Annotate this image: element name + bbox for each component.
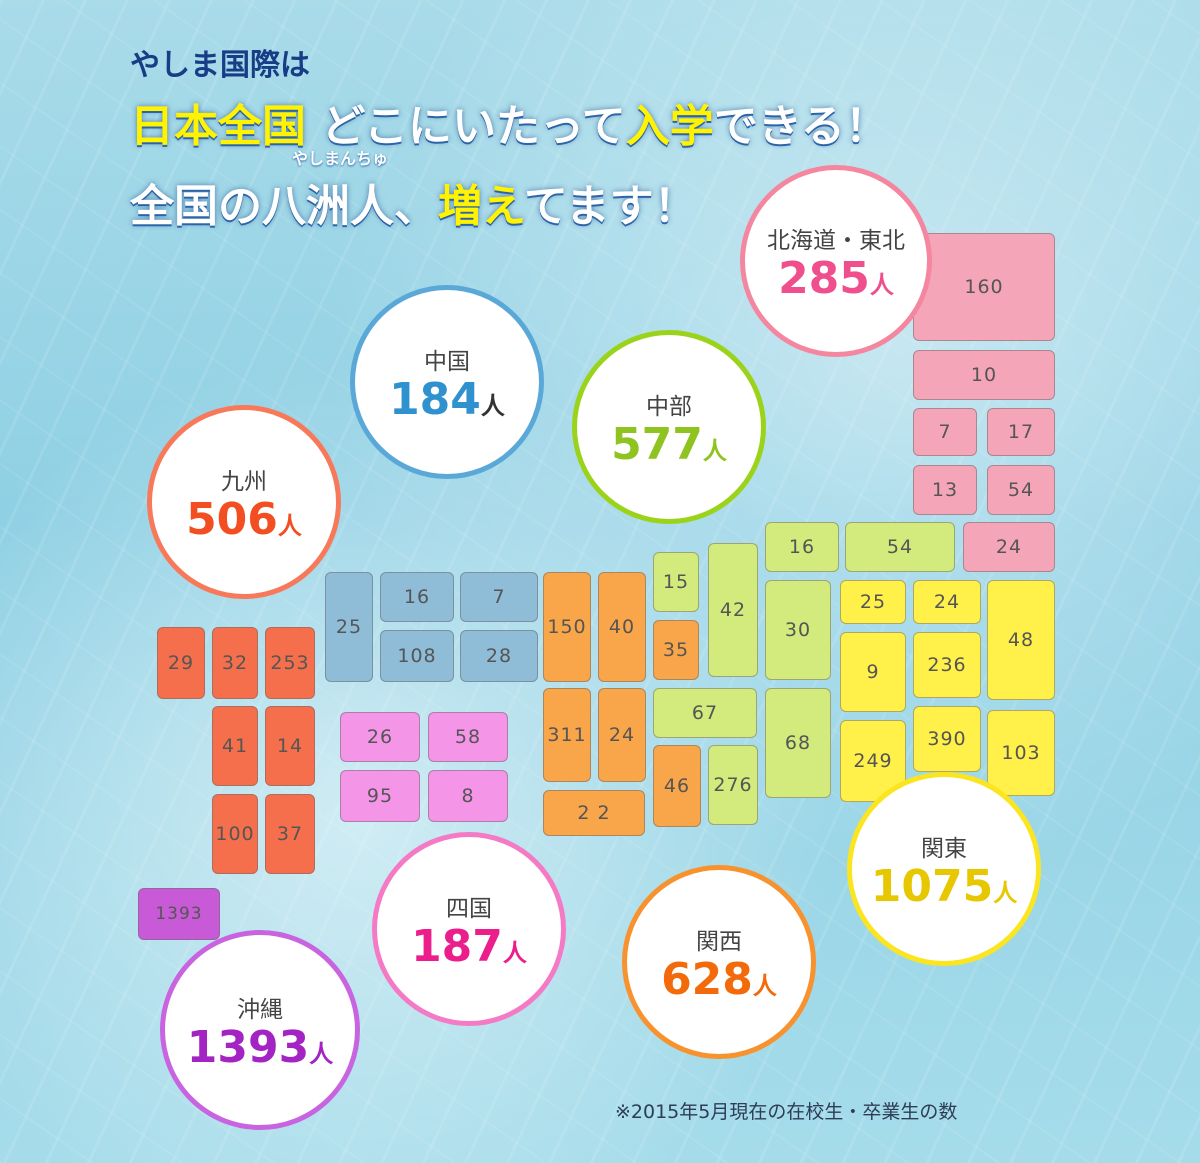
- prefecture-tile-shikoku: 8: [428, 770, 508, 822]
- region-name: 沖縄: [237, 997, 283, 1023]
- prefecture-tile-kanto: 9: [840, 632, 906, 712]
- prefecture-tile-kyushu: 41: [212, 706, 258, 786]
- prefecture-tile-chugoku: 25: [325, 572, 373, 682]
- region-total-number: 506: [186, 494, 278, 545]
- prefecture-tile-hokkaido_tohoku: 10: [913, 350, 1055, 400]
- region-total-unit: 人: [277, 512, 302, 540]
- headline-ruby: やしまんちゅ: [292, 149, 389, 168]
- prefecture-tile-kansai: 150: [543, 572, 591, 682]
- region-name: 四国: [446, 896, 492, 922]
- region-total: 577人: [611, 423, 727, 467]
- prefecture-tile-kyushu: 253: [265, 627, 315, 699]
- headline-nationwide: 日本全国: [130, 101, 306, 152]
- region-total-number: 1075: [870, 861, 994, 912]
- region-bubble-kanto: 関東 1075人: [847, 772, 1041, 966]
- region-total-number: 577: [611, 419, 703, 470]
- region-bubble-hokkaido_tohoku: 北海道・東北 285人: [740, 165, 932, 357]
- prefecture-tile-chubu: 15: [653, 552, 699, 612]
- region-total: 187人: [411, 925, 527, 969]
- headline-yashimanchu: 全国の八洲人、: [130, 181, 438, 232]
- footnote: ※2015年5月現在の在校生・卒業生の数: [615, 1101, 958, 1123]
- region-total-number: 187: [411, 921, 503, 972]
- region-bubble-kansai: 関西 628人: [622, 865, 816, 1059]
- headline-anywhere: どこにいたって: [306, 101, 626, 152]
- headline-line2: 日本全国 どこにいたって入学できる！: [130, 90, 889, 154]
- prefecture-tile-hokkaido_tohoku: 17: [987, 408, 1055, 456]
- region-name: 関東: [921, 836, 967, 862]
- prefecture-tile-kyushu: 32: [212, 627, 258, 699]
- region-total-unit: 人: [752, 972, 777, 1000]
- region-total: 1393人: [187, 1026, 333, 1070]
- prefecture-tile-chugoku: 28: [460, 630, 538, 682]
- prefecture-tile-shikoku: 95: [340, 770, 420, 822]
- prefecture-tile-chubu: 54: [845, 522, 955, 572]
- region-total: 628人: [661, 958, 777, 1002]
- headline-line3: 全国の八洲人、増えてます！: [130, 170, 698, 234]
- prefecture-tile-hokkaido_tohoku: 54: [987, 465, 1055, 515]
- region-total: 184人: [389, 378, 505, 422]
- prefecture-tile-okinawa: 1393: [138, 888, 220, 940]
- prefecture-tile-kansai: 2 2: [543, 790, 645, 836]
- prefecture-tile-kansai: 46: [653, 745, 701, 827]
- prefecture-tile-chubu: 68: [765, 688, 831, 798]
- headline-increase: 増え: [438, 181, 524, 232]
- prefecture-tile-chubu: 67: [653, 688, 757, 738]
- prefecture-tile-kansai: 24: [598, 688, 646, 782]
- region-name: 関西: [696, 929, 742, 955]
- region-name: 中国: [424, 349, 470, 375]
- prefecture-tile-shikoku: 58: [428, 712, 508, 762]
- region-name: 北海道・東北: [767, 228, 905, 254]
- region-total-unit: 人: [702, 437, 727, 465]
- region-name: 中部: [646, 394, 692, 420]
- headline-line1: やしま国際は: [130, 48, 310, 83]
- prefecture-tile-kanto: 25: [840, 580, 906, 624]
- region-total-unit: 人: [480, 392, 505, 420]
- prefecture-tile-kanto: 390: [913, 706, 981, 772]
- prefecture-tile-chubu: 42: [708, 543, 758, 677]
- prefecture-tile-kyushu: 29: [157, 627, 205, 699]
- prefecture-tile-kyushu: 37: [265, 794, 315, 874]
- region-total-number: 184: [389, 374, 481, 425]
- prefecture-tile-chubu: 276: [708, 745, 758, 825]
- prefecture-tile-hokkaido_tohoku: 13: [913, 465, 977, 515]
- prefecture-tile-kansai: 35: [653, 620, 699, 680]
- region-total-number: 628: [661, 954, 753, 1005]
- region-total-unit: 人: [993, 879, 1018, 907]
- prefecture-tile-chugoku: 7: [460, 572, 538, 622]
- region-total-number: 1393: [186, 1022, 310, 1073]
- prefecture-tile-kanto: 48: [987, 580, 1055, 700]
- prefecture-tile-kanto: 236: [913, 632, 981, 698]
- region-total-number: 285: [778, 253, 870, 304]
- prefecture-tile-kyushu: 14: [265, 706, 315, 786]
- prefecture-tile-chubu: 16: [765, 522, 839, 572]
- prefecture-tile-kyushu: 100: [212, 794, 258, 874]
- prefecture-tile-kansai: 40: [598, 572, 646, 682]
- headline-ing: てます！: [523, 181, 698, 232]
- prefecture-tile-hokkaido_tohoku: 160: [913, 233, 1055, 341]
- prefecture-tile-hokkaido_tohoku: 7: [913, 408, 977, 456]
- region-total-unit: 人: [502, 939, 527, 967]
- headline-enroll: 入学: [625, 101, 714, 152]
- prefecture-tile-chugoku: 108: [380, 630, 454, 682]
- region-total-unit: 人: [869, 271, 894, 299]
- prefecture-tile-chubu: 30: [765, 580, 831, 680]
- region-bubble-okinawa: 沖縄 1393人: [160, 930, 360, 1130]
- region-bubble-kyushu: 九州 506人: [147, 405, 341, 599]
- prefecture-tile-kanto: 103: [987, 710, 1055, 796]
- prefecture-tile-hokkaido_tohoku: 24: [963, 522, 1055, 572]
- region-bubble-chugoku: 中国 184人: [350, 285, 544, 479]
- region-total: 506人: [186, 498, 302, 542]
- region-total-unit: 人: [309, 1040, 334, 1068]
- region-bubble-chubu: 中部 577人: [572, 330, 766, 524]
- region-total: 1075人: [871, 865, 1017, 909]
- region-total: 285人: [778, 257, 894, 301]
- region-name: 九州: [221, 469, 267, 495]
- prefecture-tile-shikoku: 26: [340, 712, 420, 762]
- prefecture-tile-chugoku: 16: [380, 572, 454, 622]
- headline-can: できる！: [713, 101, 889, 152]
- prefecture-tile-kanto: 24: [913, 580, 981, 624]
- prefecture-tile-kansai: 311: [543, 688, 591, 782]
- region-bubble-shikoku: 四国 187人: [372, 832, 566, 1026]
